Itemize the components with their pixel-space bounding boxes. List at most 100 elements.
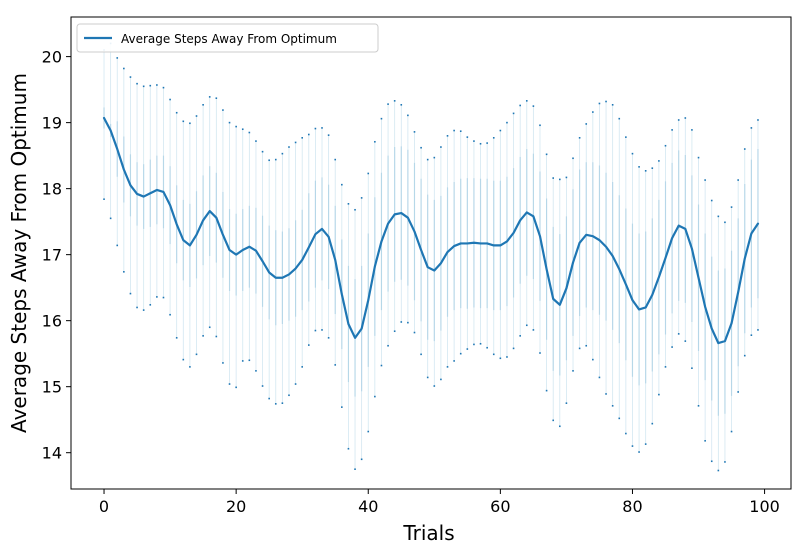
whisker-high-mark <box>433 156 436 159</box>
whisker-high-mark <box>228 121 231 124</box>
whisker-low-mark <box>499 357 502 360</box>
whisker-low-mark <box>123 271 125 273</box>
whisker-high-mark <box>559 178 561 181</box>
whisker-high-mark <box>307 133 310 136</box>
whisker-high-mark <box>334 158 337 161</box>
y-axis-ticks: 14 15 16 17 18 19 20 <box>42 48 71 463</box>
whisker-low-mark <box>354 468 356 470</box>
whisker-high-mark <box>459 130 462 133</box>
whisker-high-mark <box>354 208 356 211</box>
y-tick-label: 17 <box>42 246 62 265</box>
whisker-low-mark <box>407 321 409 324</box>
whisker-high-mark <box>651 167 654 169</box>
whisker-low-mark <box>156 296 158 298</box>
x-tick-label: 40 <box>358 497 378 516</box>
whisker-low-mark <box>559 425 561 428</box>
whisker-low-mark <box>578 347 581 350</box>
whisker-low-mark <box>466 348 469 350</box>
whisker-low-mark <box>737 391 739 393</box>
whisker-high-mark <box>149 84 152 87</box>
whisker-low-mark <box>116 244 119 247</box>
whisker-low-mark <box>433 385 436 387</box>
whisker-low-mark <box>585 344 588 347</box>
whisker-high-mark <box>499 129 502 132</box>
whisker-high-mark <box>506 121 508 124</box>
whisker-high-mark <box>142 85 145 88</box>
whisker-low-mark <box>248 359 251 362</box>
x-tick-label: 60 <box>490 497 510 516</box>
whisker-low-mark <box>314 329 317 332</box>
whisker-high-mark <box>453 129 455 132</box>
whisker-low-mark <box>129 292 132 295</box>
legend-box <box>76 23 379 53</box>
whisker-high-mark <box>737 179 739 181</box>
whisker-low-mark <box>136 306 138 309</box>
whisker-high-mark <box>539 124 541 127</box>
whisker-low-mark <box>565 402 568 404</box>
whisker-low-mark <box>658 393 660 396</box>
whisker-high-mark <box>492 137 495 139</box>
whisker-low-mark <box>142 309 145 311</box>
whisker-high-mark <box>241 128 244 131</box>
whisker-high-mark <box>380 117 383 120</box>
whisker-low-mark <box>525 324 528 327</box>
whisker-high-mark <box>479 142 482 145</box>
x-tick-label: 20 <box>226 497 246 516</box>
whisker-low-mark <box>374 395 376 398</box>
whisker-high-mark <box>169 98 171 101</box>
whisker-low-mark <box>288 394 290 397</box>
whisker-low-mark <box>446 366 449 368</box>
whisker-low-mark <box>367 430 370 433</box>
whisker-low-mark <box>380 364 383 367</box>
whisker-low-mark <box>294 383 297 385</box>
y-tick-label: 15 <box>42 378 62 397</box>
x-axis-label: Trials <box>402 521 454 545</box>
whisker-high-mark <box>532 105 535 107</box>
whisker-low-mark <box>334 364 337 366</box>
whisker-low-mark <box>208 326 211 329</box>
whisker-high-mark <box>697 156 700 159</box>
whisker-high-mark <box>156 84 158 86</box>
whisker-marks <box>103 42 759 472</box>
whisker-high-mark <box>189 122 191 125</box>
whisker-high-mark <box>321 127 323 129</box>
whisker-low-mark <box>189 366 191 368</box>
whisker-low-mark <box>109 217 112 220</box>
whisker-high-mark <box>360 197 363 199</box>
whisker-low-mark <box>426 376 429 379</box>
whisker-low-mark <box>519 335 521 337</box>
whisker-high-mark <box>717 215 720 218</box>
whisker-high-mark <box>182 120 185 123</box>
whisker-high-mark <box>327 134 330 136</box>
whisker-low-mark <box>710 460 713 463</box>
whisker-high-mark <box>664 144 667 147</box>
whisker-low-mark <box>420 353 422 356</box>
whisker-low-mark <box>598 376 601 379</box>
whisker-high-mark <box>407 114 409 117</box>
whisker-high-mark <box>658 160 660 162</box>
whisker-low-mark <box>347 447 350 450</box>
x-tick-label: 80 <box>622 497 642 516</box>
x-tick-label: 0 <box>99 497 109 516</box>
whisker-low-mark <box>235 386 237 389</box>
whisker-low-mark <box>750 334 753 336</box>
whisker-high-mark <box>195 115 198 117</box>
whisker-low-mark <box>532 329 535 331</box>
y-tick-label: 14 <box>42 444 62 463</box>
whisker-low-mark <box>321 329 323 331</box>
whisker-low-mark <box>552 419 555 422</box>
whisker-high-mark <box>400 103 403 106</box>
whisker-high-mark <box>710 199 713 202</box>
whisker-low-mark <box>341 406 343 408</box>
error-bars <box>103 43 759 471</box>
whisker-low-mark <box>241 360 244 362</box>
whisker-high-mark <box>255 140 257 142</box>
whisker-low-mark <box>479 342 482 345</box>
whisker-low-mark <box>387 344 389 347</box>
whisker-low-mark <box>281 402 284 404</box>
whisker-high-mark <box>724 221 726 224</box>
whisker-low-mark <box>222 362 224 364</box>
whisker-high-mark <box>268 159 270 162</box>
whisker-low-mark <box>704 440 706 442</box>
whisker-low-mark <box>638 451 640 453</box>
